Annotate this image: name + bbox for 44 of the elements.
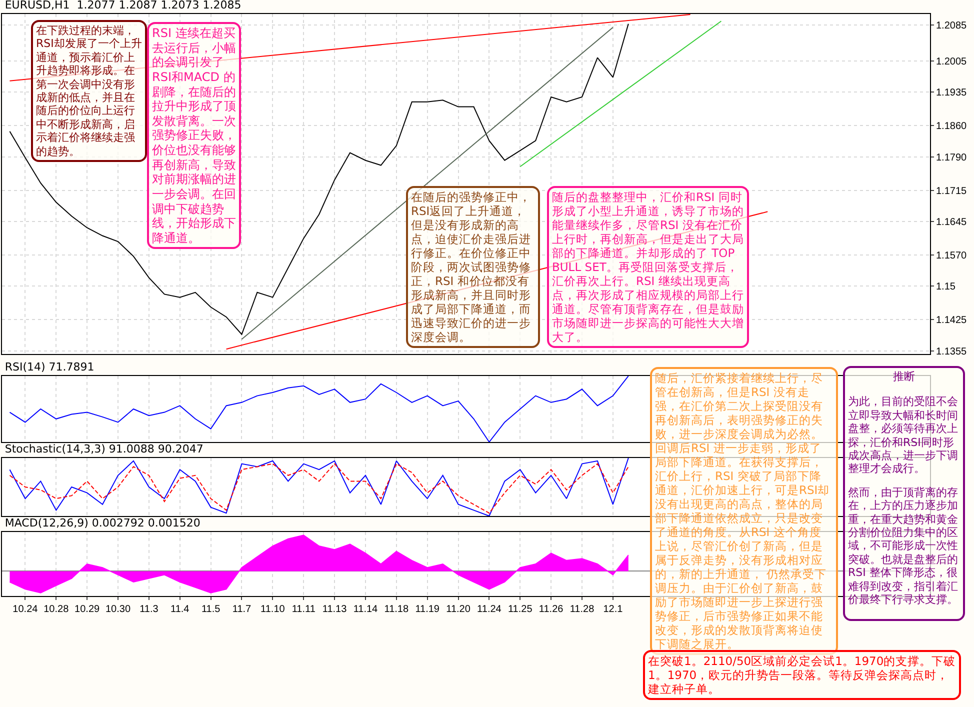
y-tick-label: 1.2085 [936, 20, 968, 32]
y-tick-label: 1.1790 [936, 152, 968, 164]
text: 在突破1。2110/50区域前必定会试1。1970的支撑。下破1。1970，欧元的升势告一段落。等待反弹会探高点时，建立种子单。 [648, 654, 956, 696]
x-tick-label: 11.13 [322, 604, 348, 615]
x-tick-label: 11.14 [353, 604, 378, 615]
text: 然而，由于顶背离的存在，上方的压力逐步加重，在重大趋势和黄金分割价位阻力集中的区域，不可能形成一次性突破。也就是盘整后的RSI 整体下降形态，很难得到改变，指引着汇价最终下行寻求支撑。 [848, 486, 958, 606]
x-tick-label: 11.4 [170, 604, 190, 615]
y-tick-label: 1.15 [936, 282, 956, 293]
y-tick-label: 1.1570 [936, 250, 968, 262]
x-tick-label: 11.25 [508, 604, 533, 615]
annotation: 推断 [892, 370, 916, 384]
text: RSI 连续在超买去运行后，小幅的会调引发了RSI和MACD 的剧降，在随后的拉升中形成了顶发散背离。一次强势修正失败，价位也没有能够再创新高，导致对前期涨幅的进一步会调。在回调中下破趋势线，开始形成下降通道。 [152, 26, 236, 245]
x-tick-label: 11.24 [477, 604, 502, 615]
annotation: 为此，目前的受阻不会立即导致大幅和长时间盘整，必须等待再次上探，汇价和RSI同时形成次高点，进一步下调整理才会成行。 [848, 395, 959, 476]
x-tick-label: 12.1 [603, 604, 624, 615]
x-tick-label: 10.24 [12, 604, 38, 615]
x-tick-label: 10.29 [74, 604, 100, 615]
text: 在下跌过程的末端，RSI却发展了一个上升通道，预示着汇价上升趋势即将形成。在第一次会调中没有形成新的低点，并且在随后的价位向上运行中不断形成新高，启示着汇价将继续走强的趋势。 [36, 24, 142, 158]
text: 在随后的强势修正中，RSI返回了上升通道，但是没有形成新的高点，迫使汇价走强后进行修正。在价位修正中阶段，两次试图强势修正，RSI 和价位都没有形成新高，并且同时形成了局部下降通道，而迅速导致汇价的进一步深度会调。 [411, 190, 531, 344]
x-tick-label: 11.28 [570, 604, 595, 615]
x-tick-label: 11.10 [260, 604, 286, 615]
x-tick-label: 11.3 [140, 604, 159, 615]
x-tick-label: 10.30 [105, 604, 131, 615]
chart-title: RSI(14) 71.7891 [4, 360, 94, 374]
x-tick-label: 10.28 [44, 604, 70, 615]
x-tick-label: 11.26 [538, 604, 564, 615]
y-tick-label: 1.1645 [936, 216, 968, 228]
y-tick-label: 1.1860 [936, 121, 968, 132]
x-tick-label: 11.5 [201, 604, 221, 615]
y-tick-label: 1.1355 [936, 346, 968, 358]
x-tick-label: 11.20 [446, 604, 471, 615]
chart-title: EURUSD,H1 1.2077 1.2087 1.2073 1.2085 [4, 0, 242, 12]
chart-title: MACD(12,26,9) 0.002792 0.001520 [4, 516, 200, 530]
x-tick-label: 11.11 [292, 604, 316, 615]
y-tick-label: 1.1715 [936, 186, 968, 197]
y-tick-label: 1.1425 [936, 315, 968, 326]
chart-title: Stochastic(14,3,3) 91.0088 90.2047 [4, 442, 204, 456]
text: 随后，汇价紧接着继续上行，尽管在创新高，但是RSI 没有走强，在汇价第二次上探受阻没有再创新高后，表明强势修正的失败，进一步深度会调成为必然。回调后RSI 进一步走弱，形成了局部下降通道。在获得支撑后，汇价上行，RSI 突破了局部下降通道，汇价加速上行，可是RSI却没有出现更高的高点，整体的局部下降通道依然成立，只是改变了通道的角度。从RSI 这个角度上说，尽管汇价创了新高，但是属于反弹走势，没有形成相对应的，新的上升通道， 仍然承受下调压力。由于汇价创了新高，鼓励了市场随即进一步上探进行强势修正，后市强势修正如果不能改变，形成的发散顶背离将迫使下调随之展开。 [655, 371, 830, 652]
x-tick-label: 11.19 [415, 604, 440, 615]
text: 随后的盘整整理中，汇价和RSI 同时形成了小型上升通道，诱导了市场的能量继续作多，尽管RSI 没有在汇价上行时，再创新高，但是走出了大局部的下降通道。并却形成的了 TOP BULL SET。再受阻回落受支撑后，汇价再次上行。RSI 继续出现更高点，再次形成了相应规模的局部上行通道。尽管有顶背离存在，但是鼓励市场随即进一步探高的可能性大大增大了。 [552, 190, 744, 344]
x-tick-label: 11.7 [232, 604, 252, 615]
y-tick-label: 1.1935 [936, 88, 968, 99]
x-tick-label: 11.18 [384, 604, 409, 615]
y-tick-label: 1.2005 [936, 56, 968, 68]
